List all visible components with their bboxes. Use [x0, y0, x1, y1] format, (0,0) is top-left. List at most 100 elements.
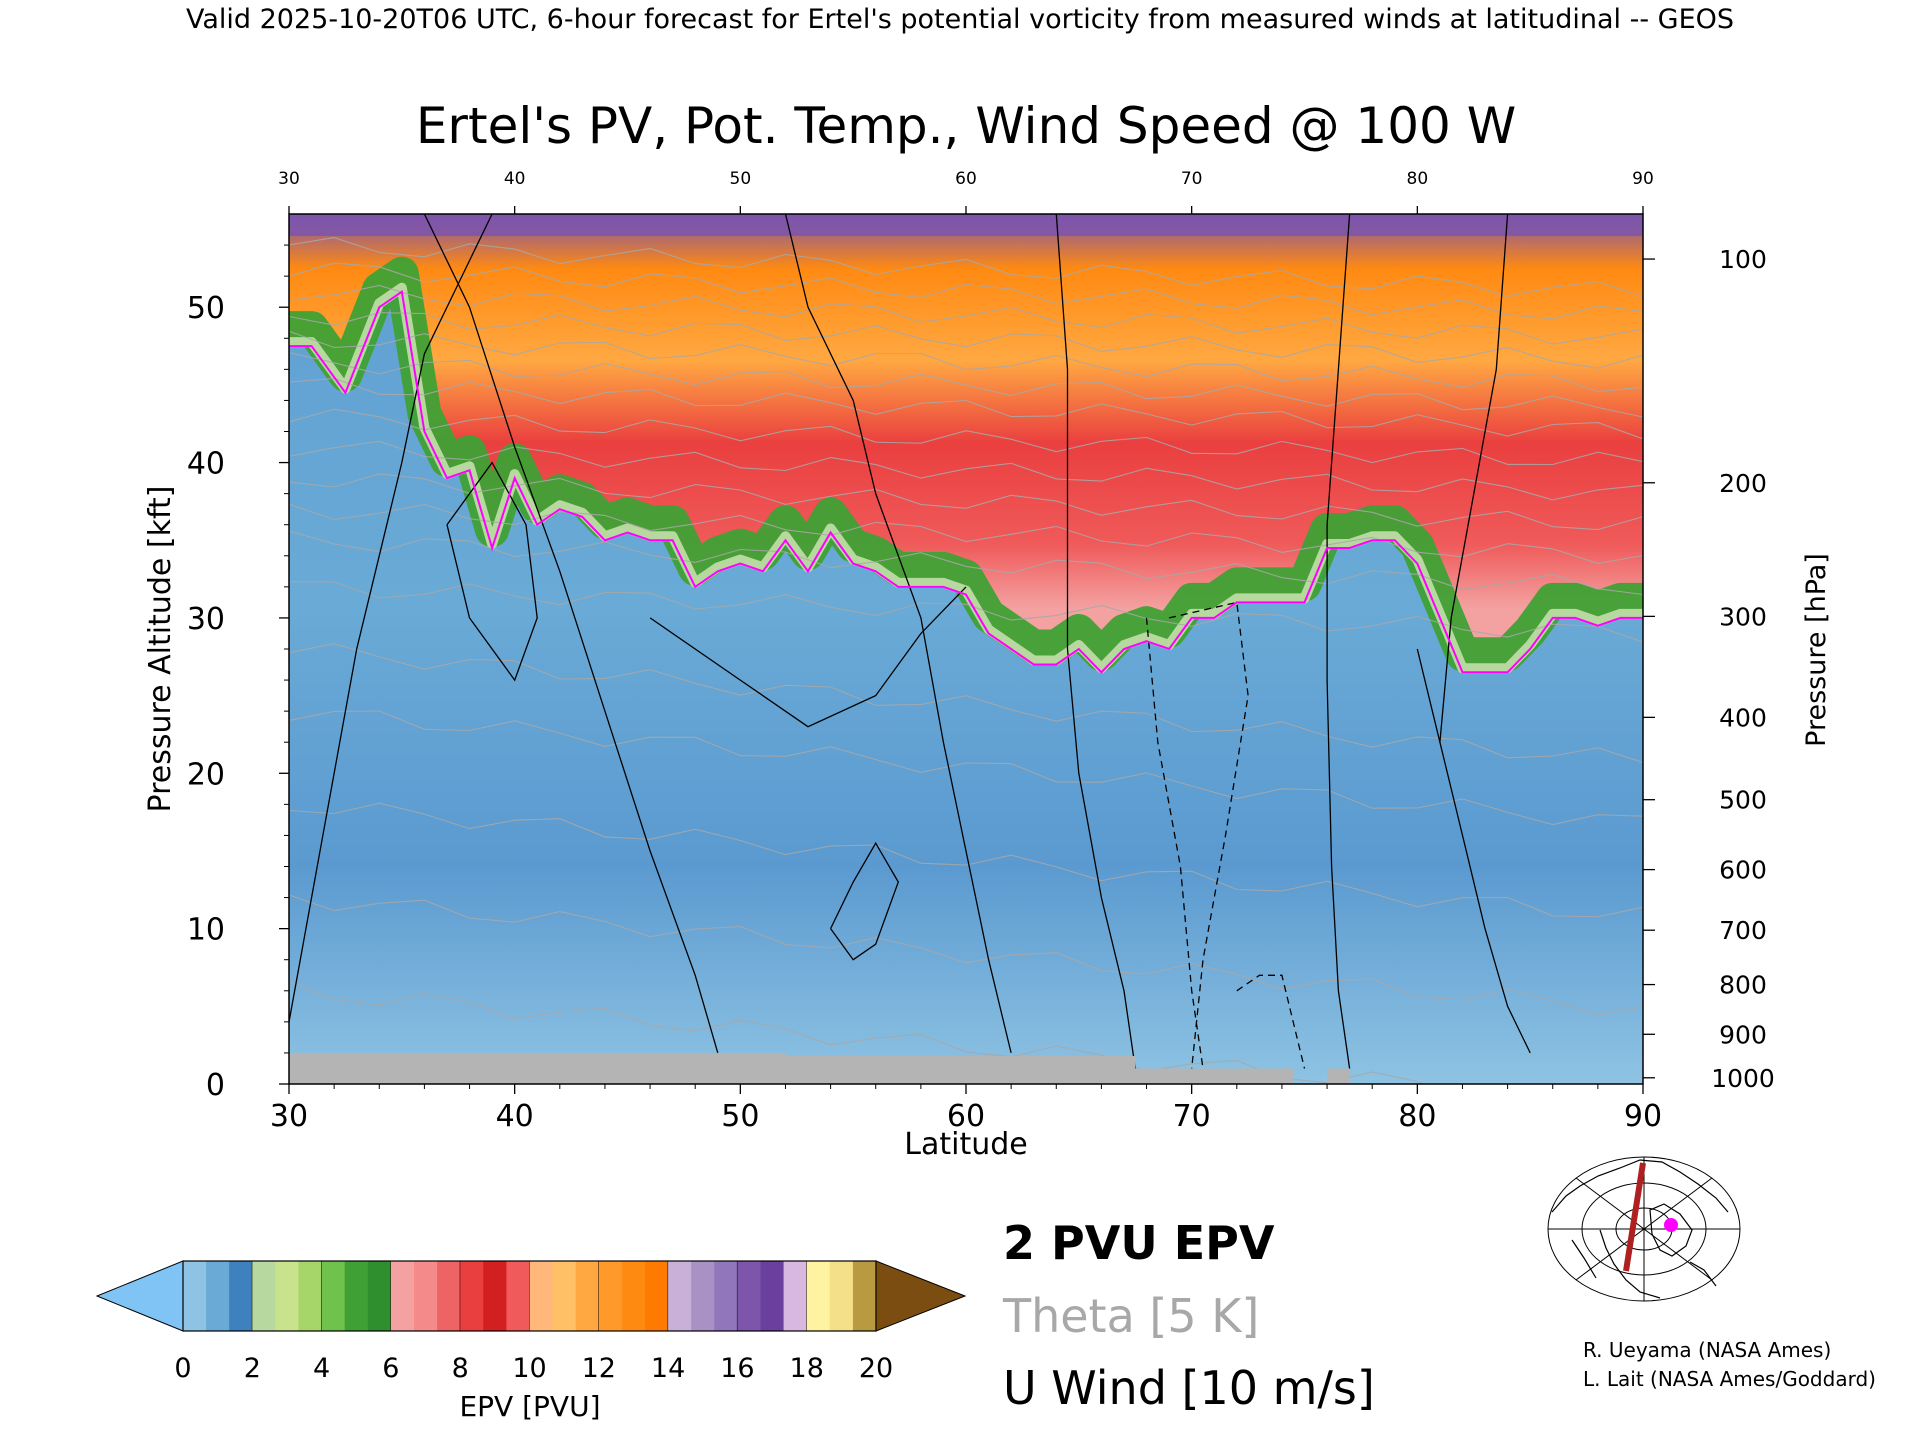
theta-contour	[289, 473, 1643, 531]
colorbar-cell	[252, 1261, 276, 1331]
theta-contour	[289, 503, 1643, 564]
axis-labels: 3030404050506060707080809090010203040501…	[187, 169, 1775, 1134]
x-tick-label-top: 50	[730, 169, 752, 189]
theta-contours	[289, 237, 1643, 1084]
colorbar-cell	[552, 1261, 577, 1331]
colorbar: 0 2 4 6 8 10 12 14 16 18 20	[95, 1260, 967, 1384]
theta-contour	[289, 581, 1643, 643]
plot-area	[289, 214, 1643, 1084]
u-wind-contour	[423, 214, 719, 1054]
colorbar-over-arrow	[875, 1260, 967, 1332]
colorbar-cell	[645, 1261, 669, 1331]
x-tick-label-top: 40	[504, 169, 526, 189]
theta-contour	[289, 643, 1643, 764]
u-wind-contour	[1236, 974, 1306, 1069]
credit-line-2: L. Lait (NASA Ames/Goddard)	[1583, 1367, 1876, 1391]
y-tick-label: 10	[187, 913, 225, 948]
colorbar-cell	[229, 1261, 253, 1331]
colorbar-cell	[437, 1261, 461, 1331]
ground-mask	[289, 1052, 1643, 1084]
header-text: Valid 2025-10-20T06 UTC, 6-hour forecast…	[186, 4, 1734, 35]
colorbar-cell	[575, 1261, 600, 1331]
colorbar-cell	[414, 1261, 438, 1331]
u-wind-contour	[1168, 601, 1249, 1069]
axis-ticks	[279, 206, 1655, 1094]
colorbar-tick-label: 16	[720, 1353, 754, 1384]
y-tick-label: 40	[187, 447, 225, 482]
theta-contour	[289, 284, 1643, 345]
colorbar-cell	[852, 1261, 877, 1331]
theta-contour	[289, 352, 1643, 418]
colorbar-cell	[367, 1261, 392, 1331]
colorbar-cell	[714, 1261, 738, 1331]
colorbar-cell	[460, 1261, 484, 1331]
x-tick-label: 50	[721, 1099, 759, 1134]
colorbar-tick-label: 20	[859, 1353, 893, 1384]
colorbar-cell	[737, 1261, 762, 1331]
x-tick-label: 40	[496, 1099, 534, 1134]
map-coastline	[1551, 1159, 1729, 1299]
pressure-tick-label: 300	[1719, 602, 1767, 631]
colorbar-cell	[321, 1261, 346, 1331]
colorbar-cell	[598, 1261, 623, 1331]
legend-pv: 2 PVU EPV	[1003, 1216, 1275, 1270]
colorbar-cell	[668, 1261, 692, 1331]
pressure-tick-label: 400	[1719, 703, 1767, 732]
u-wind-contour	[830, 841, 900, 961]
pressure-tick-label: 1000	[1711, 1064, 1775, 1093]
theta-contour	[289, 330, 1643, 393]
colorbar-tick-label: 6	[382, 1353, 399, 1384]
colorbar-cell	[275, 1261, 300, 1331]
colorbar-tick-label: 8	[452, 1353, 469, 1384]
credit-line-1: R. Ueyama (NASA Ames)	[1583, 1338, 1831, 1362]
u-wind-contour	[1326, 214, 1351, 1069]
legend-theta: Theta [5 K]	[1002, 1289, 1259, 1343]
map-section-line	[1623, 1162, 1646, 1272]
y-tick-label: 0	[206, 1068, 225, 1103]
colorbar-cell	[506, 1261, 531, 1331]
theta-contour	[289, 981, 1427, 1084]
map-location-dot	[1664, 1218, 1678, 1232]
colorbar-cell	[483, 1261, 507, 1331]
legend-uwind: U Wind [10 m/s]	[1003, 1361, 1375, 1415]
chart-title: Ertel's PV, Pot. Temp., Wind Speed @ 100…	[416, 97, 1516, 155]
u-wind-contour	[1055, 214, 1136, 1069]
colorbar-tick-label: 4	[313, 1353, 330, 1384]
u-wind-contour	[1145, 617, 1204, 1069]
colorbar-cell	[783, 1261, 808, 1331]
colorbar-frame	[182, 1260, 877, 1332]
colorbar-tick-label: 14	[651, 1353, 685, 1384]
location-map	[1546, 1155, 1742, 1303]
y-tick-label: 30	[187, 602, 225, 637]
pressure-tick-label: 200	[1719, 469, 1767, 498]
colorbar-tick-label: 2	[244, 1353, 261, 1384]
x-tick-label-top: 60	[955, 169, 977, 189]
u-wind-contour	[1416, 648, 1531, 1054]
colorbar-cell	[760, 1261, 785, 1331]
theta-contour	[289, 312, 1643, 369]
theta-contour	[289, 710, 1643, 826]
theta-contour	[289, 894, 1643, 1016]
y-axis-title: Pressure Altitude [kft]	[143, 486, 178, 813]
theta-contour	[289, 530, 1643, 596]
pv2-tropopause-line	[289, 289, 1643, 674]
pressure-tick-label: 900	[1719, 1020, 1767, 1049]
colorbar-cell	[621, 1261, 646, 1331]
colorbar-cell	[390, 1261, 415, 1331]
pressure-tick-label: 100	[1719, 245, 1767, 274]
x-tick-label-top: 30	[278, 169, 300, 189]
top-violet-band	[289, 214, 1643, 236]
theta-contour	[289, 408, 1643, 466]
x-tick-label: 60	[947, 1099, 985, 1134]
x-tick-label: 90	[1624, 1099, 1662, 1134]
colorbar-cell	[829, 1261, 854, 1331]
x-tick-label-top: 80	[1407, 169, 1429, 189]
theta-contour	[289, 802, 1643, 918]
x-tick-label: 70	[1173, 1099, 1211, 1134]
pressure-tick-label: 500	[1719, 786, 1767, 815]
pressure-tick-label: 600	[1719, 856, 1767, 885]
tropopause-lightgreen-band	[289, 282, 1643, 674]
y-tick-label: 20	[187, 757, 225, 792]
colorbar-tick-label: 18	[790, 1353, 824, 1384]
